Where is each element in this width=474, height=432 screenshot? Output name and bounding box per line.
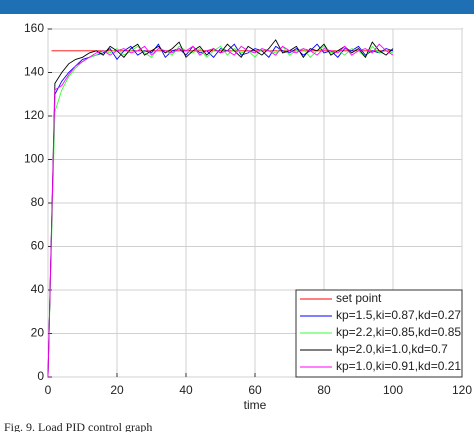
y-tick-label: 0 <box>37 369 44 383</box>
series-line <box>47 43 394 378</box>
header-bar <box>0 0 474 14</box>
x-tick-label: 40 <box>179 383 193 397</box>
caption: Fig. 9. Load PID control graph <box>4 420 152 432</box>
x-tick-label: 60 <box>248 383 262 397</box>
y-tick-label: 40 <box>31 282 45 296</box>
legend-label: kp=2.0,ki=1.0,kd=0.7 <box>336 342 448 356</box>
y-tick-label: 20 <box>31 326 45 340</box>
x-axis-label: time <box>244 398 267 412</box>
y-tick-label: 60 <box>31 239 45 253</box>
y-tick-label: 100 <box>24 152 44 166</box>
x-tick-label: 100 <box>383 383 403 397</box>
x-tick-label: 80 <box>317 383 331 397</box>
x-tick-label: 120 <box>452 383 472 397</box>
legend-label: set point <box>336 291 382 305</box>
y-tick-label: 160 <box>24 21 44 35</box>
y-tick-label: 140 <box>24 65 44 79</box>
legend-label: kp=2.2,ki=0.85,kd=0.85 <box>336 325 461 339</box>
y-tick-label: 80 <box>31 195 45 209</box>
x-tick-label: 0 <box>45 383 52 397</box>
legend-label: kp=1.5,ki=0.87,kd=0.27 <box>336 308 461 322</box>
y-tick-label: 120 <box>24 108 44 122</box>
x-tick-label: 20 <box>110 383 124 397</box>
legend-label: kp=1.0,ki=0.91,kd=0.21 <box>336 359 461 373</box>
